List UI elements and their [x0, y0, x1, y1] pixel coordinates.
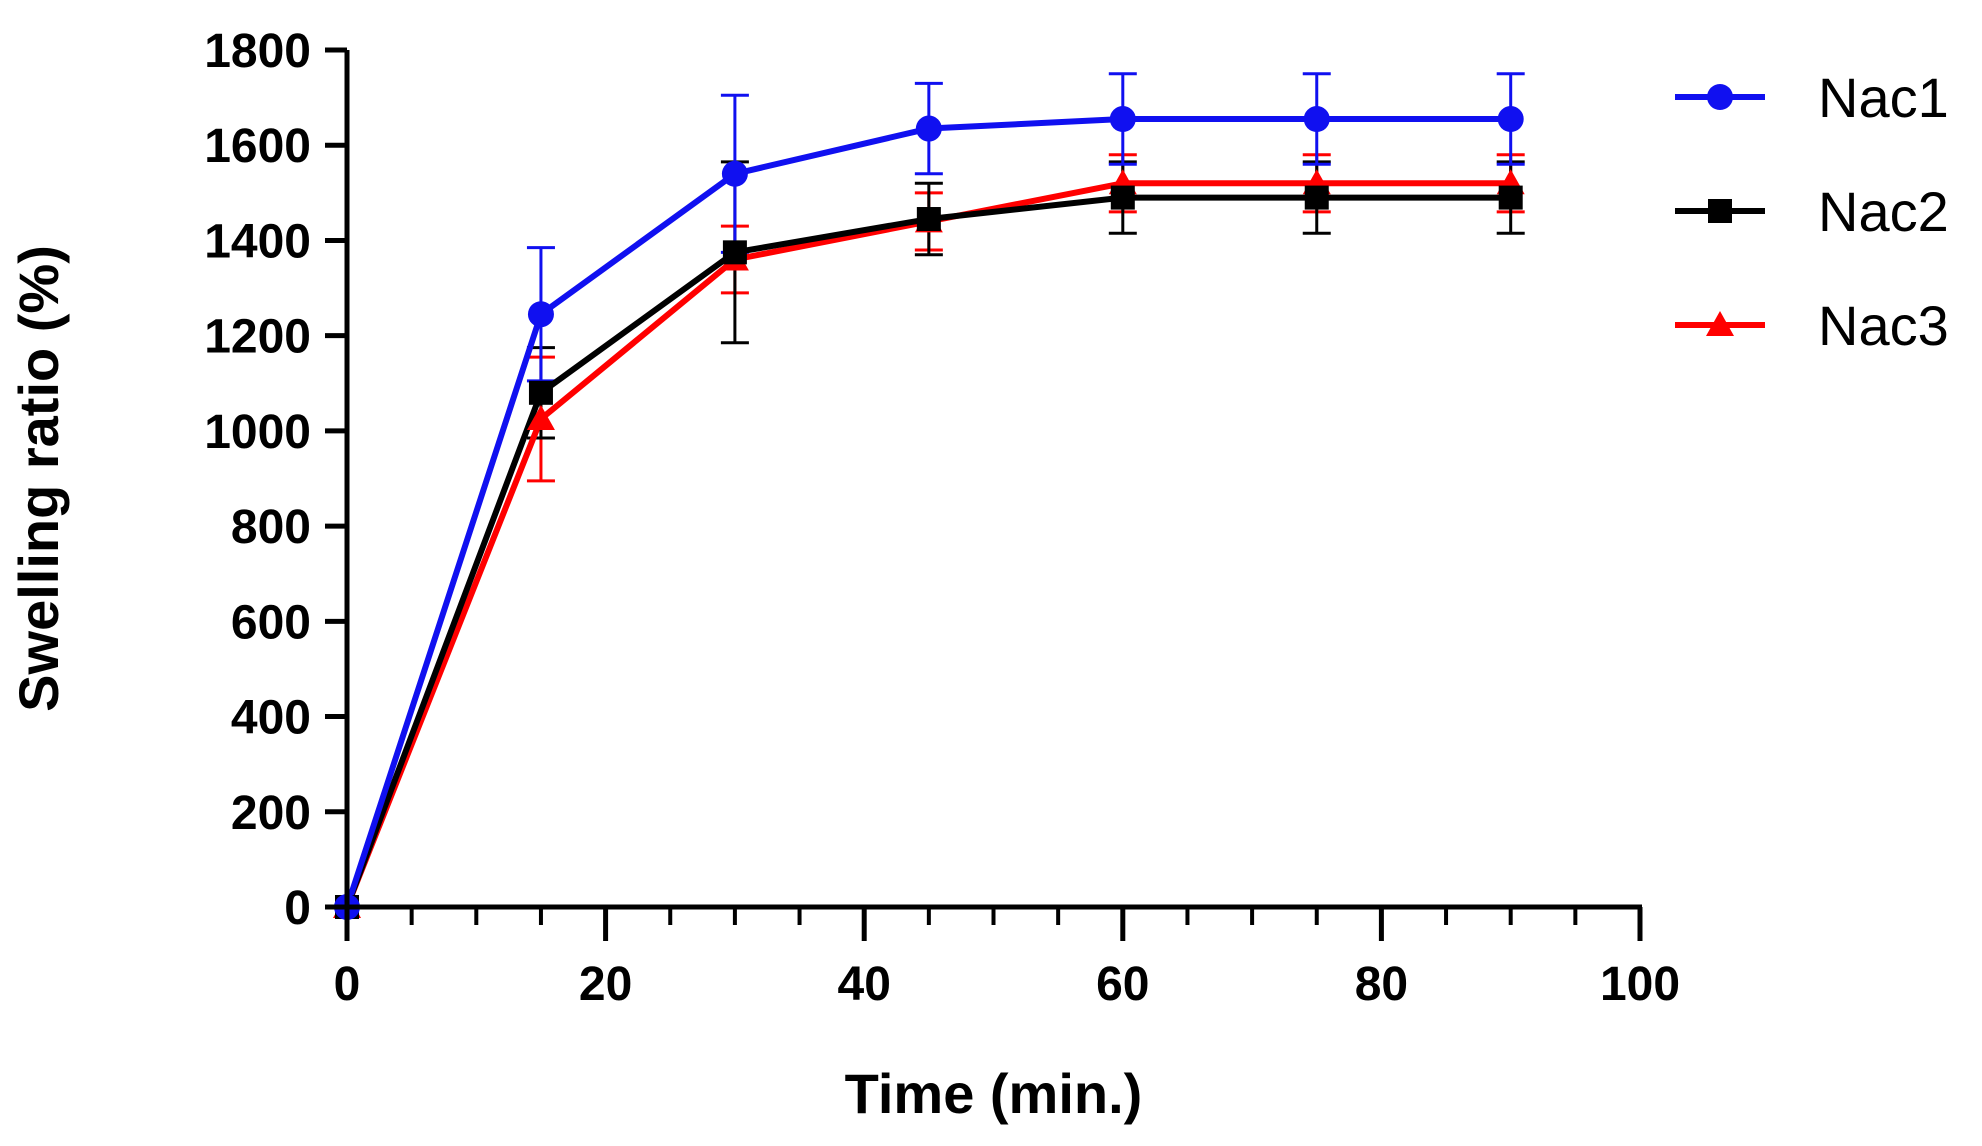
x-tick-label: 100: [1600, 958, 1680, 1011]
x-tick-label: 40: [838, 958, 891, 1011]
legend-nac1-marker: [1707, 84, 1733, 110]
series-markers: [333, 106, 1525, 920]
legend-nac3-marker: [1706, 311, 1734, 336]
axis-ticks: 0 200 400 600 800 1000 1200 1400 1600 1800 0 20 40 60…: [204, 25, 1680, 1011]
nac1-point: [1497, 106, 1524, 133]
nac1-point: [721, 160, 748, 187]
y-tick-label: 600: [231, 596, 311, 649]
nac1-point: [527, 301, 554, 328]
y-tick-label: 1200: [204, 311, 311, 364]
y-tick-label: 1800: [204, 25, 311, 78]
y-tick-label: 800: [231, 501, 311, 554]
nac1-point: [1109, 106, 1136, 133]
legend-nac2-marker: [1708, 199, 1732, 223]
y-tick-label: 200: [231, 787, 311, 840]
legend-nac3-label: Nac3: [1818, 294, 1949, 357]
nac2-point: [916, 207, 941, 232]
nac2-point: [1498, 185, 1523, 210]
nac3-point: [526, 404, 555, 430]
legend-nac1-label: Nac1: [1818, 66, 1949, 129]
x-tick-label: 60: [1096, 958, 1149, 1011]
x-tick-label: 0: [334, 958, 361, 1011]
nac2-point: [1304, 185, 1329, 210]
x-tick-label: 20: [579, 958, 632, 1011]
nac2-point: [528, 380, 553, 405]
nac2-point: [722, 240, 747, 265]
legend: Nac1 Nac2 Nac3: [1675, 66, 1949, 357]
nac1-point: [915, 115, 942, 142]
y-tick-label: 1600: [204, 120, 311, 173]
nac2-point: [1110, 185, 1135, 210]
nac1-point: [1303, 106, 1330, 133]
x-axis-title: Time (min.): [845, 1062, 1143, 1125]
nac3-line: [344, 180, 1511, 909]
y-tick-label: 400: [231, 692, 311, 745]
legend-nac2-label: Nac2: [1818, 180, 1949, 243]
x-tick-label: 80: [1355, 958, 1408, 1011]
error-bars: [526, 72, 1525, 483]
y-tick-label: 1000: [204, 406, 311, 459]
nac2-line: [344, 194, 1511, 909]
y-tick-label: 0: [284, 882, 311, 935]
y-axis-title: Swelling ratio (%): [7, 245, 70, 712]
y-tick-label: 1400: [204, 215, 311, 268]
